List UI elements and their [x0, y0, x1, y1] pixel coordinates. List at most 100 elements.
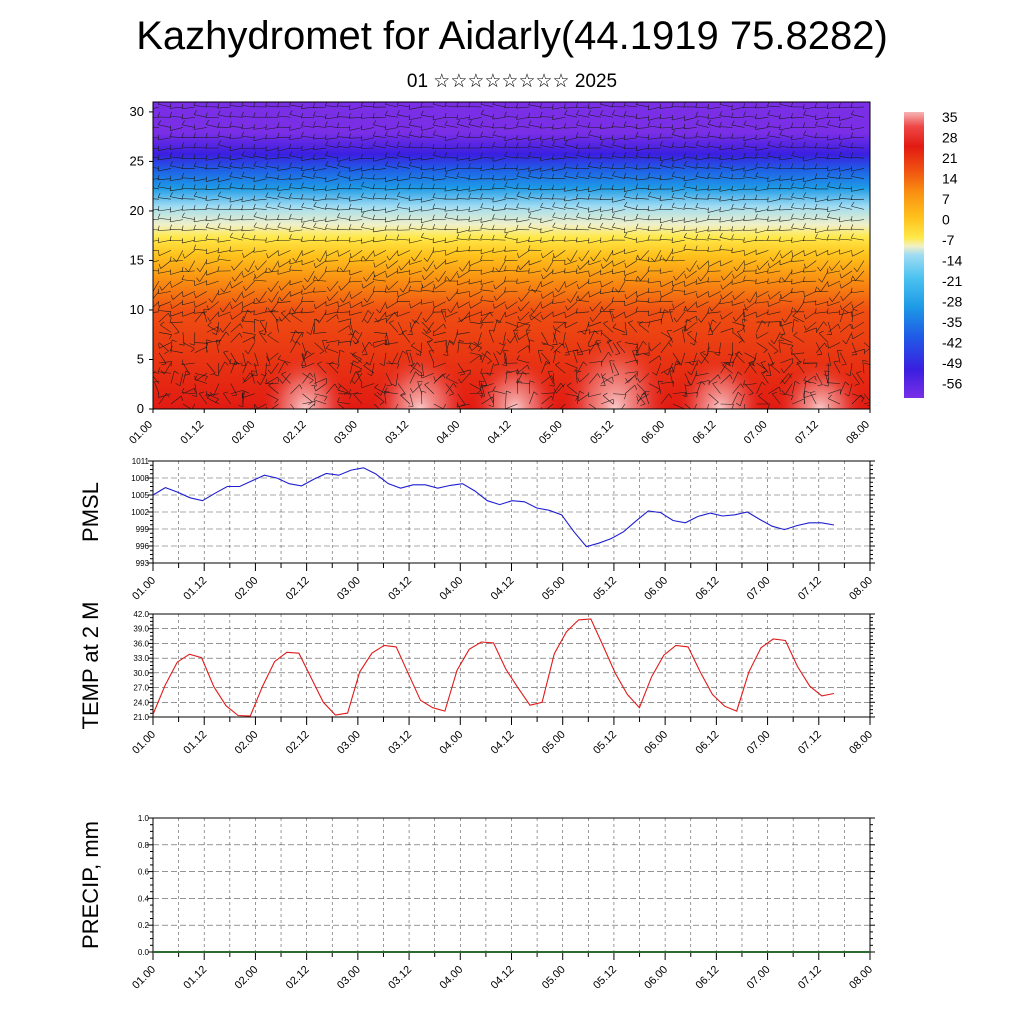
wind-barb-feather — [253, 298, 255, 304]
wind-barb-shaft — [206, 270, 219, 276]
wind-barb-shaft — [229, 116, 243, 118]
wind-barb-feather — [396, 102, 399, 106]
wind-barb-feather — [185, 370, 191, 374]
wind-barb-feather — [492, 386, 496, 391]
wind-barb-shaft — [395, 373, 399, 387]
wind-barb-feather — [230, 314, 233, 320]
wind-barb-shaft — [229, 126, 243, 128]
wind-barb-feather — [373, 120, 377, 125]
wind-barb-shaft — [851, 176, 865, 179]
wind-barb-shaft — [373, 168, 387, 171]
wind-barb-shaft — [253, 208, 267, 210]
wind-barb-feather — [602, 392, 608, 396]
wind-barb-feather — [818, 278, 823, 283]
wind-barb-feather — [360, 256, 363, 262]
wind-barb-feather — [837, 323, 841, 329]
wind-barb-feather — [779, 236, 781, 242]
wind-barb-feather — [611, 163, 614, 169]
wind-barb-shaft — [600, 166, 614, 169]
wind-barb-shaft — [792, 398, 805, 405]
wind-barb-feather — [317, 361, 322, 365]
wind-barb-feather — [504, 163, 507, 169]
wind-barb-feather — [796, 362, 801, 365]
wind-barb-shaft — [230, 361, 236, 374]
wind-barb-shaft — [695, 166, 709, 169]
wind-barb-feather — [184, 373, 190, 376]
wind-barb-feather — [850, 224, 854, 230]
wind-barb-feather — [719, 111, 723, 116]
wind-barb-feather — [727, 362, 731, 367]
wind-barb-feather — [817, 266, 821, 272]
wind-barb-shaft — [565, 321, 578, 329]
wind-barb-feather — [611, 151, 615, 157]
wind-barb-shaft — [625, 311, 638, 319]
wind-barb-feather — [668, 338, 673, 343]
wind-barb-shaft — [815, 237, 829, 241]
wind-barb-feather — [804, 390, 810, 393]
wind-barb-shaft — [253, 137, 267, 142]
wind-barb-shaft — [308, 403, 315, 409]
wind-barb-feather — [791, 182, 794, 188]
wind-barb-shaft — [592, 311, 602, 322]
wind-barb-feather — [803, 192, 806, 198]
wind-barb-shaft — [302, 342, 307, 356]
wind-barb-feather — [803, 104, 805, 110]
wind-barb-feather — [576, 172, 579, 177]
wind-barb-shaft — [570, 250, 578, 262]
wind-barb-shaft — [579, 260, 590, 270]
wind-barb-shaft — [158, 352, 167, 364]
wind-barb-shaft — [815, 321, 824, 333]
wind-barb-shaft — [505, 391, 507, 405]
wind-barb-feather — [827, 281, 829, 287]
wind-barb-shaft — [731, 208, 745, 210]
wind-barb-feather — [205, 164, 208, 170]
x-tick-label: 02.12 — [284, 964, 312, 992]
wind-barb-shaft — [756, 381, 763, 394]
wind-barb-feather — [528, 245, 531, 251]
wind-barb-shaft — [731, 229, 745, 232]
wind-barb-feather — [260, 373, 266, 377]
wind-barb-shaft — [432, 291, 446, 293]
wind-barb-shaft — [588, 114, 602, 118]
wind-barb-feather — [540, 253, 544, 259]
wind-barb-shaft — [385, 342, 399, 345]
wind-barb-shaft — [588, 209, 602, 213]
wind-barb-feather — [553, 325, 556, 331]
wind-barb-shaft — [552, 116, 566, 120]
wind-barb-feather — [576, 370, 582, 372]
wind-barb-feather — [253, 247, 255, 253]
wind-barb-feather — [456, 215, 459, 221]
wind-barb-shaft — [170, 395, 182, 405]
wind-barb-feather — [575, 102, 578, 108]
wind-barb-shaft — [540, 168, 554, 172]
wind-barb-shaft — [492, 390, 506, 395]
x-tick-label: 08.00 — [847, 964, 875, 992]
x-tick-label: 01.00 — [130, 729, 158, 757]
wind-barb-feather — [695, 155, 697, 161]
wind-barb-feather — [761, 371, 767, 373]
wind-barb-shaft — [827, 250, 841, 256]
wind-barb-feather — [576, 110, 580, 115]
wind-barb-shaft — [205, 188, 219, 190]
wind-barb-feather — [408, 142, 412, 148]
wind-barb-feather — [504, 175, 506, 181]
wind-barb-feather — [324, 396, 328, 402]
wind-barb-feather — [478, 380, 485, 382]
wind-barb-shaft — [647, 229, 661, 232]
wind-barb-shaft — [744, 352, 757, 360]
wind-barb-feather — [826, 225, 829, 231]
wind-barb-feather — [268, 298, 272, 303]
wind-barb-shaft — [325, 116, 339, 120]
wind-barb-feather — [860, 394, 864, 400]
wind-barb-feather — [205, 184, 208, 190]
wind-barb-feather — [193, 124, 196, 130]
wind-barb-feather — [769, 257, 774, 262]
wind-barb-feather — [504, 246, 506, 252]
wind-barb-shaft — [231, 280, 243, 289]
wind-barb-feather — [599, 194, 602, 200]
wind-barb-feather — [349, 155, 351, 161]
wind-barb-feather — [850, 132, 854, 138]
wind-barb-feather — [157, 134, 160, 140]
wind-barb-shaft — [707, 250, 721, 252]
